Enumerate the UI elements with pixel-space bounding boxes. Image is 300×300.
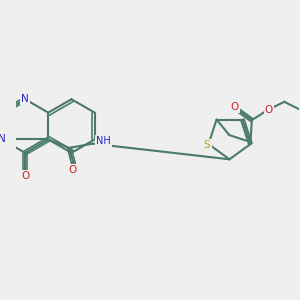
Text: O: O (21, 171, 29, 181)
Text: O: O (69, 166, 77, 176)
Text: S: S (204, 140, 211, 150)
Text: NH: NH (96, 136, 111, 146)
Text: N: N (21, 94, 29, 104)
Text: N: N (0, 134, 6, 144)
Text: O: O (265, 105, 273, 115)
Text: O: O (231, 102, 239, 112)
